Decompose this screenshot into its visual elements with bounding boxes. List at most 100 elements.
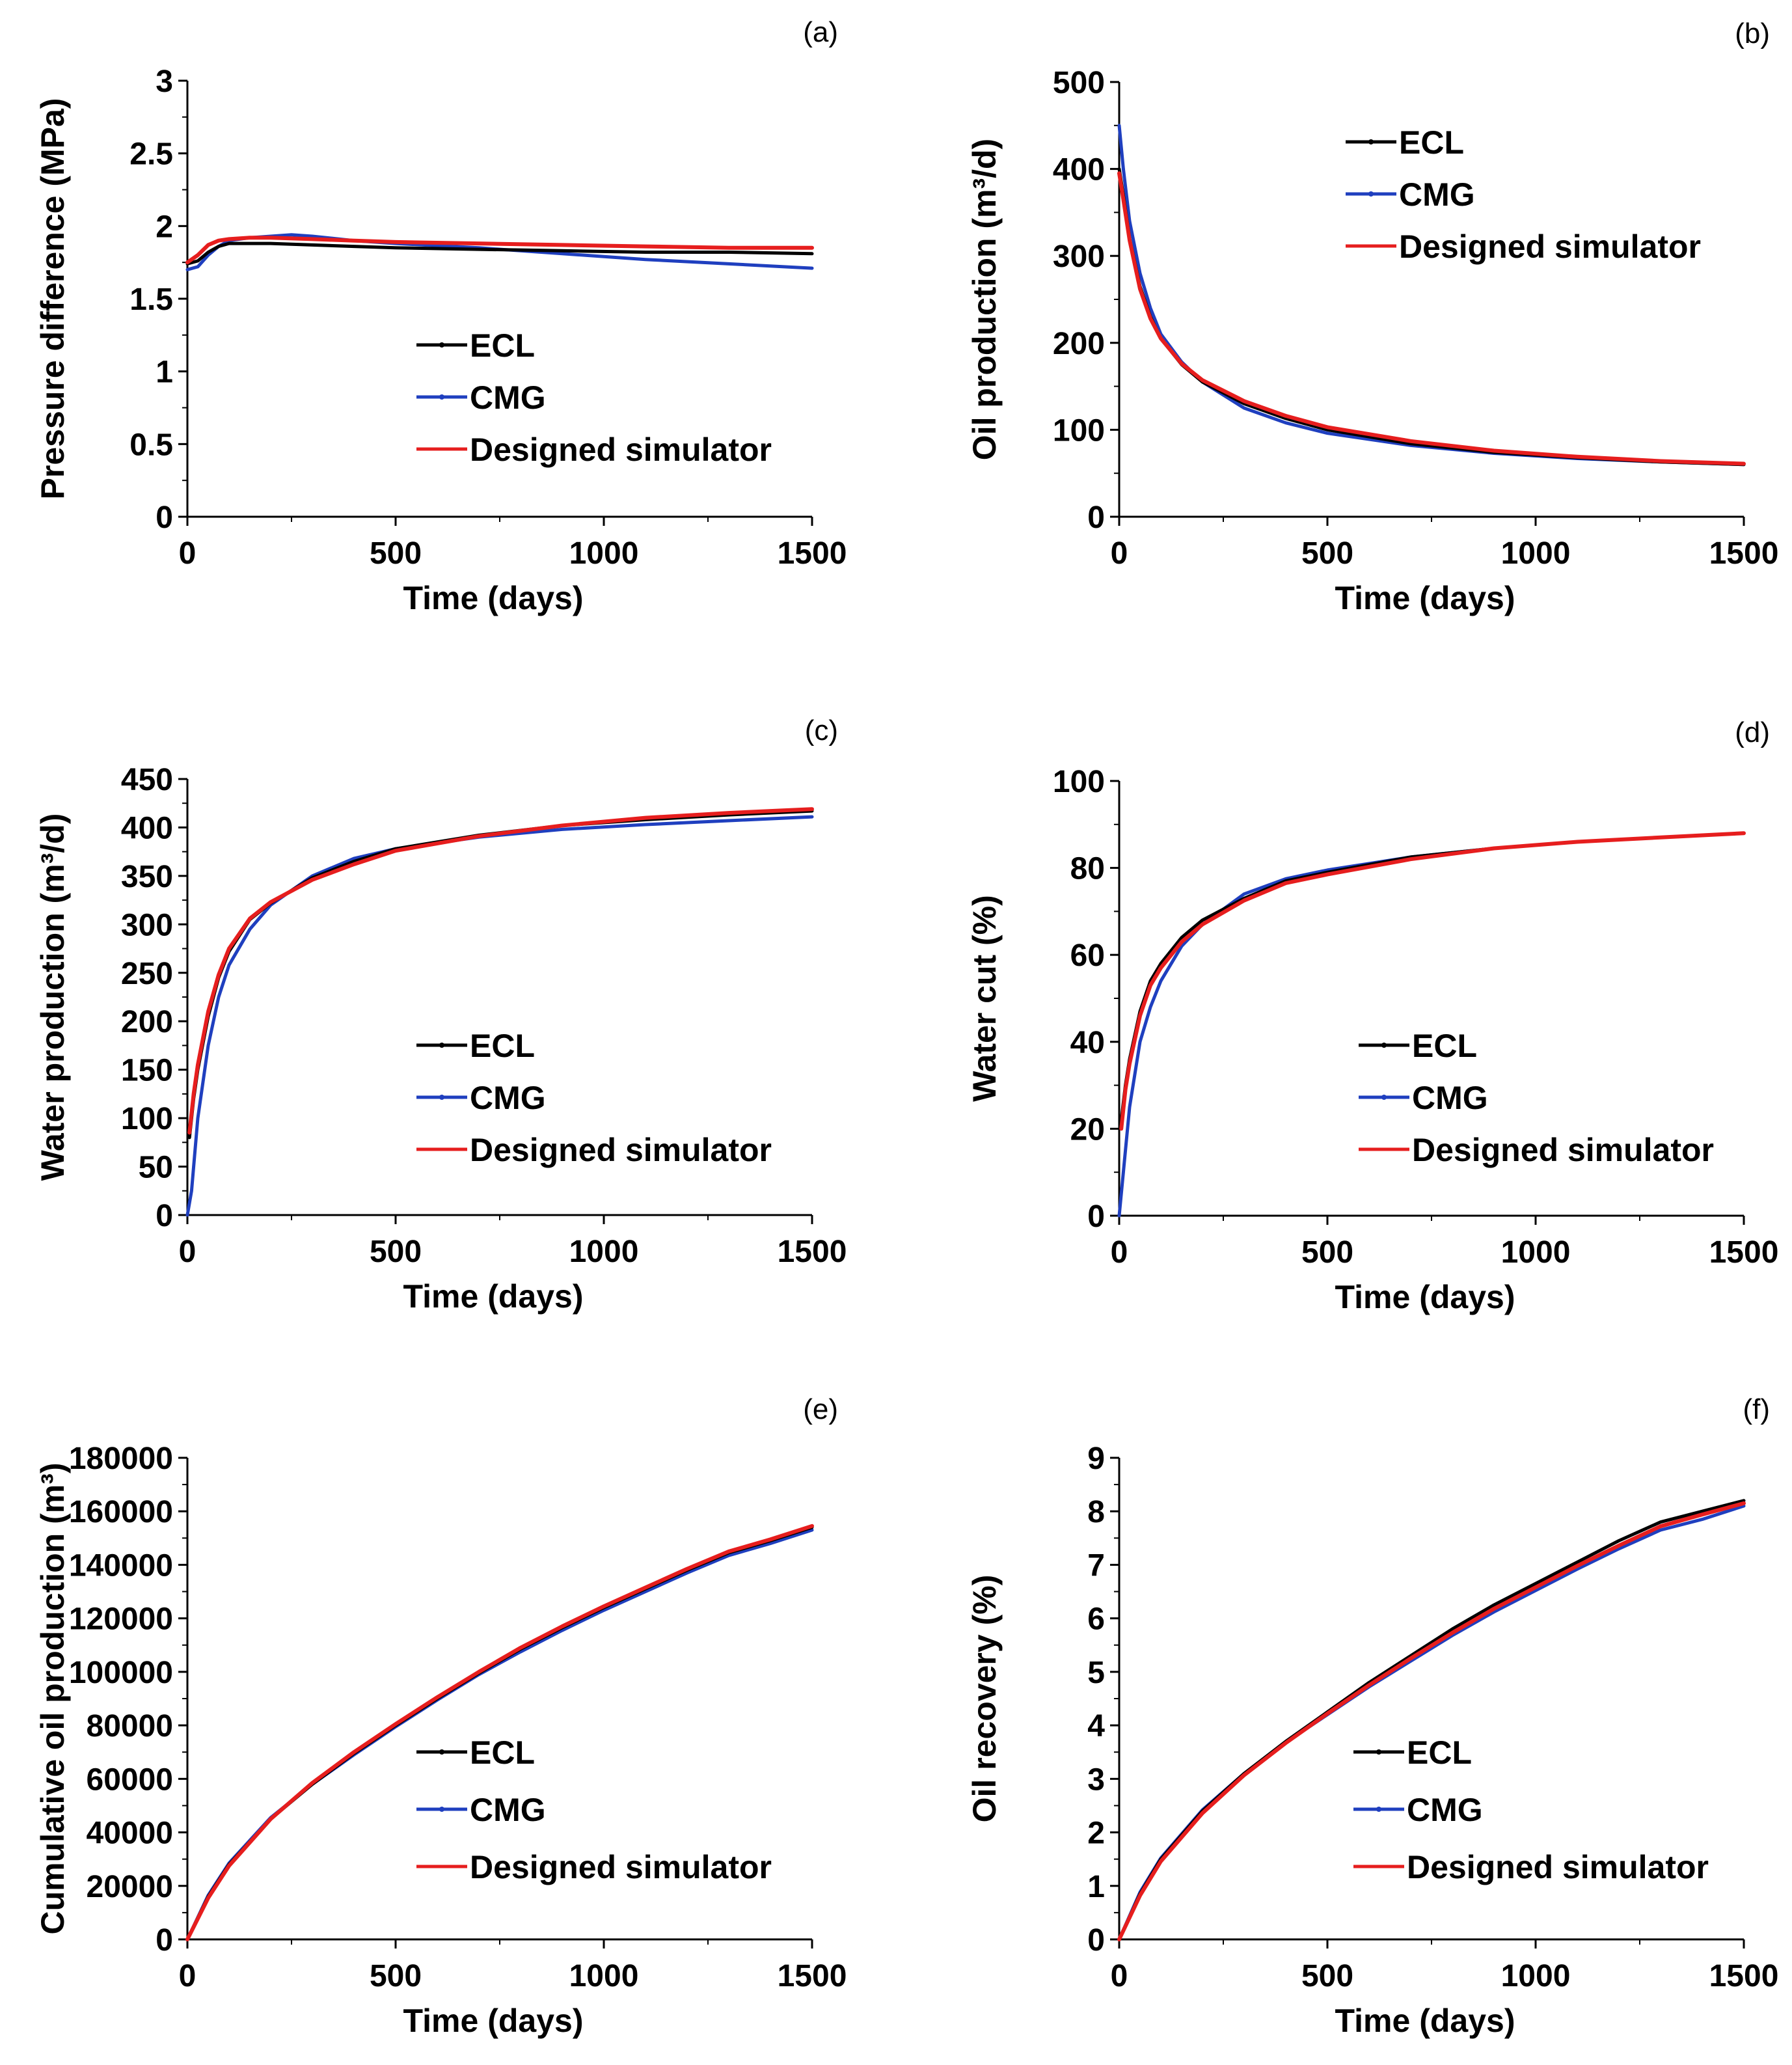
x-axis-title-d: Time (days) bbox=[1335, 1279, 1515, 1315]
legend-c: ECL CMG Designed simulator bbox=[416, 1028, 772, 1168]
y-tick-label-e: 140000 bbox=[69, 1548, 173, 1583]
y-axis-title-e: Cumulative oil production (m³) bbox=[34, 1463, 71, 1935]
y-tick-label-b: 200 bbox=[1053, 327, 1105, 361]
y-tick-label-d: 60 bbox=[1070, 938, 1105, 973]
y-axis-title-b: Oil production (m³/d) bbox=[966, 139, 1003, 460]
x-tick-label-b: 1000 bbox=[1501, 536, 1571, 571]
legend-marker-b bbox=[1368, 191, 1374, 197]
legend-label-a: CMG bbox=[470, 379, 546, 416]
x-tick-label-f: 500 bbox=[1301, 1959, 1353, 1993]
y-tick-label-f: 1 bbox=[1087, 1870, 1105, 1904]
y-tick-label-e: 80000 bbox=[87, 1709, 173, 1744]
y-tick-label-e: 40000 bbox=[87, 1816, 173, 1851]
x-tick-label-c: 1500 bbox=[778, 1235, 847, 1269]
legend-label-b: CMG bbox=[1399, 176, 1475, 213]
legend-label-d: CMG bbox=[1412, 1080, 1488, 1116]
panel-a: 0 0.5 1 1.5 2 2.5 3 0 500 1000 1500 Time (days) Pres… bbox=[34, 16, 847, 616]
y-tick-label-d: 0 bbox=[1087, 1199, 1105, 1234]
series-line-a-ecl bbox=[185, 241, 814, 266]
y-tick-label-e: 100000 bbox=[69, 1656, 173, 1690]
x-tick-label-e: 1500 bbox=[778, 1959, 847, 1993]
y-tick-label-f: 0 bbox=[1087, 1923, 1105, 1958]
y-axis-title-a: Pressure difference (MPa) bbox=[34, 98, 71, 500]
y-tick-label-f: 6 bbox=[1087, 1602, 1105, 1637]
y-tick-label-e: 60000 bbox=[87, 1762, 173, 1797]
legend-label-e: Designed simulator bbox=[470, 1849, 772, 1885]
legend-e: ECL CMG Designed simulator bbox=[416, 1734, 772, 1885]
x-axis-title-b: Time (days) bbox=[1335, 580, 1515, 616]
x-axis-title-f: Time (days) bbox=[1335, 2003, 1515, 2039]
legend-d: ECL CMG Designed simulator bbox=[1359, 1028, 1714, 1168]
panel-label-a: (a) bbox=[803, 16, 838, 48]
y-tick-label-a: 3 bbox=[156, 64, 173, 99]
legend-label-f: Designed simulator bbox=[1407, 1849, 1709, 1885]
y-tick-label-c: 200 bbox=[121, 1005, 173, 1039]
legend-label-d: Designed simulator bbox=[1412, 1132, 1714, 1168]
legend-label-f: CMG bbox=[1407, 1792, 1483, 1828]
x-tick-label-d: 500 bbox=[1301, 1235, 1353, 1270]
y-tick-label-e: 0 bbox=[156, 1923, 173, 1958]
y-tick-label-f: 4 bbox=[1087, 1709, 1105, 1744]
y-tick-label-a: 1 bbox=[156, 355, 173, 390]
legend-label-e: CMG bbox=[470, 1792, 546, 1828]
y-tick-label-b: 0 bbox=[1087, 500, 1105, 535]
x-tick-label-a: 1500 bbox=[778, 536, 847, 571]
legend-label-c: Designed simulator bbox=[470, 1132, 772, 1168]
legend-label-b: Designed simulator bbox=[1399, 228, 1701, 265]
x-tick-label-c: 500 bbox=[370, 1235, 422, 1269]
y-tick-label-f: 9 bbox=[1087, 1442, 1105, 1476]
y-tick-label-c: 400 bbox=[121, 811, 173, 845]
x-tick-label-b: 0 bbox=[1111, 536, 1128, 571]
legend-a: ECL CMG Designed simulator bbox=[416, 327, 772, 468]
y-tick-label-f: 7 bbox=[1087, 1548, 1105, 1583]
y-tick-label-e: 160000 bbox=[69, 1495, 173, 1529]
legend-label-c: CMG bbox=[470, 1080, 546, 1116]
y-tick-label-a: 2.5 bbox=[129, 137, 173, 172]
panel-label-d: (d) bbox=[1735, 717, 1770, 748]
x-tick-label-f: 1000 bbox=[1501, 1959, 1571, 1993]
y-tick-label-c: 300 bbox=[121, 908, 173, 942]
legend-label-a: ECL bbox=[470, 327, 535, 364]
y-axis-title-d: Water cut (%) bbox=[966, 895, 1003, 1102]
y-tick-label-f: 3 bbox=[1087, 1762, 1105, 1797]
panel-label-f: (f) bbox=[1743, 1393, 1770, 1425]
y-tick-label-a: 1.5 bbox=[129, 282, 173, 317]
y-axis-title-c: Water production (m³/d) bbox=[34, 814, 71, 1181]
x-tick-label-e: 0 bbox=[179, 1959, 197, 1993]
y-tick-label-b: 300 bbox=[1053, 239, 1105, 274]
legend-label-e: ECL bbox=[470, 1734, 535, 1771]
y-tick-label-f: 2 bbox=[1087, 1816, 1105, 1851]
y-tick-label-c: 350 bbox=[121, 860, 173, 894]
x-tick-label-c: 1000 bbox=[569, 1235, 639, 1269]
x-tick-label-e: 1000 bbox=[569, 1959, 639, 1993]
legend-f: ECL CMG Designed simulator bbox=[1353, 1734, 1709, 1885]
panel-label-e: (e) bbox=[803, 1393, 838, 1425]
y-tick-label-f: 5 bbox=[1087, 1656, 1105, 1690]
y-tick-label-f: 8 bbox=[1087, 1495, 1105, 1529]
series-line-c-designed-simulator bbox=[187, 807, 814, 1135]
series-line-f-designed-simulator bbox=[1117, 1501, 1746, 1941]
legend-marker-c bbox=[439, 1043, 444, 1048]
series-line-a-designed-simulator bbox=[185, 236, 814, 265]
y-tick-label-b: 400 bbox=[1053, 153, 1105, 187]
y-tick-label-a: 0.5 bbox=[129, 428, 173, 462]
y-tick-label-d: 80 bbox=[1070, 852, 1105, 886]
x-tick-label-f: 1500 bbox=[1709, 1959, 1779, 1993]
x-tick-label-b: 500 bbox=[1301, 536, 1353, 571]
legend-marker-a bbox=[439, 342, 444, 348]
y-tick-label-e: 120000 bbox=[69, 1602, 173, 1637]
legend-label-f: ECL bbox=[1407, 1734, 1472, 1771]
y-tick-label-d: 40 bbox=[1070, 1026, 1105, 1060]
panel-c: 0 50 100 150 200 250 300 350 400 450 0 500 1000 1500 T… bbox=[34, 715, 847, 1315]
y-tick-label-c: 0 bbox=[156, 1199, 173, 1233]
y-tick-label-e: 20000 bbox=[87, 1870, 173, 1904]
legend-marker-f bbox=[1376, 1807, 1381, 1812]
x-tick-label-c: 0 bbox=[179, 1235, 197, 1269]
y-tick-label-c: 50 bbox=[139, 1151, 173, 1185]
y-tick-label-b: 500 bbox=[1053, 66, 1105, 100]
legend-marker-d bbox=[1381, 1043, 1387, 1048]
y-tick-label-a: 0 bbox=[156, 500, 173, 535]
y-tick-label-d: 20 bbox=[1070, 1112, 1105, 1147]
series-line-b-designed-simulator bbox=[1117, 171, 1746, 466]
